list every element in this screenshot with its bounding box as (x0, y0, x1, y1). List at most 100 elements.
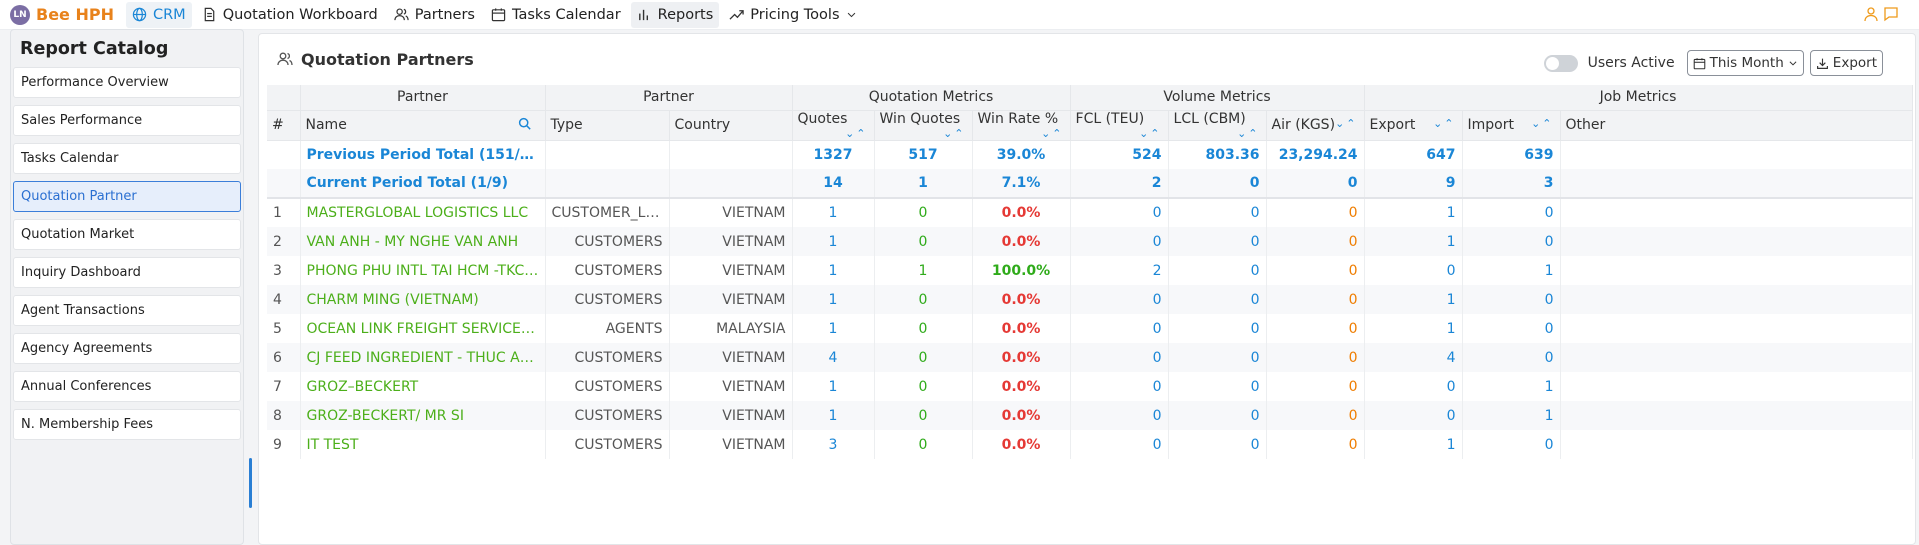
period-select[interactable]: This Month (1686, 50, 1804, 76)
sort-icon[interactable]: ⌄⌃ (1237, 126, 1260, 140)
cell-import: 0 (1462, 314, 1561, 343)
cell-name[interactable]: MASTERGLOBAL LOGISTICS LLC (300, 198, 546, 227)
cell-win-quotes: 1 (874, 256, 973, 285)
cell-win-rate: 0.0% (972, 372, 1071, 401)
table-row[interactable]: 8 GROZ-BECKERT/ MR SI CUSTOMERS VIETNAM 1 0 0.… (267, 401, 1913, 430)
sidebar-item-sales-performance[interactable]: Sales Performance (13, 105, 241, 136)
sidebar-item-membership-fees[interactable]: N. Membership Fees (13, 409, 241, 440)
search-icon[interactable] (518, 117, 531, 130)
cell-lcl: 0 (1168, 227, 1267, 256)
col-name[interactable]: Name (300, 110, 546, 141)
sidebar-item-agent-transactions[interactable]: Agent Transactions (13, 295, 241, 326)
summary-win-rate: 7.1% (972, 169, 1071, 199)
sidebar-item-quotation-market[interactable]: Quotation Market (13, 219, 241, 250)
cell-air: 0 (1266, 372, 1365, 401)
sidebar-item-tasks-calendar[interactable]: Tasks Calendar (13, 143, 241, 174)
brand[interactable]: LN Bee HPH (10, 4, 114, 25)
splitter-handle[interactable] (249, 458, 252, 508)
cell-name[interactable]: CHARM MING (VIETNAM) (300, 285, 546, 314)
nav-quotation-workboard[interactable]: Quotation Workboard (196, 2, 384, 28)
table-row[interactable]: 2 VAN ANH - MY NGHE VAN ANH CUSTOMERS VIETN… (267, 227, 1913, 256)
cell-type: CUSTOMERS (545, 372, 670, 401)
users-active-toggle[interactable] (1543, 54, 1578, 72)
sort-icon[interactable]: ⌄⌃ (845, 126, 868, 140)
table-row[interactable]: 4 CHARM MING (VIETNAM) CUSTOMERS VIETNAM 1 0 0… (267, 285, 1913, 314)
sort-icon[interactable]: ⌄⌃ (1139, 126, 1162, 140)
col-quotes[interactable]: Quotes ⌄⌃ (792, 110, 875, 141)
col-win-quotes[interactable]: Win Quotes ⌄⌃ (874, 110, 973, 141)
nav-pricing-tools[interactable]: Pricing Tools (723, 2, 862, 28)
sort-icon[interactable]: ⌄⌃ (943, 126, 966, 140)
cell-name[interactable]: OCEAN LINK FREIGHT SERVICES SDN BH... (300, 314, 546, 343)
cell-import: 0 (1462, 227, 1561, 256)
cell-export: 1 (1364, 198, 1463, 227)
cell-win-quotes: 0 (874, 372, 973, 401)
cell-fcl: 0 (1070, 430, 1169, 459)
cell-win-quotes: 0 (874, 198, 973, 227)
cell-name[interactable]: PHONG PHU INTL TAI HCM -TKC HP (300, 256, 546, 285)
table-row[interactable]: 7 GROZ–BECKERT CUSTOMERS VIETNAM 1 0 0.0% 0 0 0 0 1 (267, 372, 1913, 401)
group-header-partner: Partner (300, 85, 546, 111)
col-import[interactable]: Import ⌄⌃ (1462, 110, 1561, 141)
cell-fcl: 0 (1070, 227, 1169, 256)
cell-export: 4 (1364, 343, 1463, 372)
nav-partners[interactable]: Partners (388, 2, 481, 28)
col-fcl[interactable]: FCL (TEU) ⌄⌃ (1070, 110, 1169, 141)
cell-export: 0 (1364, 256, 1463, 285)
nav-partners-label: Partners (414, 6, 475, 23)
cell-other (1560, 343, 1913, 372)
table-row[interactable]: 6CJ FEED INGREDIENT - THUC AN CHAN ...CU… (267, 343, 1913, 372)
table-row[interactable]: 3 PHONG PHU INTL TAI HCM -TKC HP CUSTOMERS… (267, 256, 1913, 285)
panel-header: Quotation Partners Users Active This Mon… (259, 34, 1915, 84)
col-other[interactable]: Other (1560, 110, 1913, 141)
sidebar-item-inquiry-dashboard[interactable]: Inquiry Dashboard (13, 257, 241, 288)
cell-air: 0 (1266, 401, 1365, 430)
summary-label: Previous Period Total (151/525) (300, 140, 546, 169)
summary-air: 0 (1266, 169, 1365, 199)
sidebar-item-quotation-partner[interactable]: Quotation Partner (13, 181, 241, 212)
col-country[interactable]: Country (669, 110, 793, 141)
sort-icon[interactable]: ⌄⌃ (1531, 117, 1554, 130)
table-row[interactable]: 9 IT TEST CUSTOMERS VIETNAM 3 0 0.0% 0 0 0 1 0 (267, 430, 1913, 459)
col-type[interactable]: Type (545, 110, 670, 141)
cell-name[interactable]: CJ FEED INGREDIENT - THUC AN CHAN ... (300, 343, 546, 372)
summary-win-quotes: 1 (874, 169, 973, 199)
col-win-rate[interactable]: Win Rate % ⌄⌃ (972, 110, 1071, 141)
col-export[interactable]: Export ⌄⌃ (1364, 110, 1463, 141)
cell-name[interactable]: VAN ANH - MY NGHE VAN ANH (300, 227, 546, 256)
cell-win-quotes: 0 (874, 401, 973, 430)
cell-name[interactable]: GROZ-BECKERT/ MR SI (300, 401, 546, 430)
cell-other (1560, 256, 1913, 285)
col-lcl[interactable]: LCL (CBM) ⌄⌃ (1168, 110, 1267, 141)
summary-cell-other (1560, 169, 1913, 199)
nav-reports[interactable]: Reports (630, 1, 720, 28)
col-air[interactable]: Air (KGS) ⌄⌃ (1266, 110, 1365, 141)
cell-type: CUSTOMERS (545, 430, 670, 459)
chat-icon[interactable] (1883, 6, 1899, 22)
cell-name[interactable]: GROZ–BECKERT (300, 372, 546, 401)
cell-index: 1 (267, 198, 301, 227)
report-catalog-sidebar: Report Catalog Performance Overview Sale… (10, 29, 244, 545)
user-icon[interactable] (1863, 6, 1879, 22)
nav-crm[interactable]: CRM (125, 1, 192, 28)
cell-other (1560, 401, 1913, 430)
group-header-quotation-metrics: Quotation Metrics (792, 85, 1071, 111)
sidebar-item-performance-overview[interactable]: Performance Overview (13, 67, 241, 98)
sidebar-item-agency-agreements[interactable]: Agency Agreements (13, 333, 241, 364)
sort-icon[interactable]: ⌄⌃ (1041, 126, 1064, 140)
col-import-label: Import (1467, 117, 1514, 133)
sort-icon[interactable]: ⌄⌃ (1335, 117, 1358, 130)
cell-name[interactable]: IT TEST (300, 430, 546, 459)
document-icon (204, 7, 215, 22)
export-button[interactable]: Export (1809, 50, 1883, 76)
nav-tasks-calendar[interactable]: Tasks Calendar (485, 2, 627, 28)
top-navbar: LN Bee HPH CRM Quotation Workboard Partn… (0, 0, 1919, 30)
sort-icon[interactable]: ⌄⌃ (1433, 117, 1456, 130)
sidebar-item-annual-conferences[interactable]: Annual Conferences (13, 371, 241, 402)
cell-air: 0 (1266, 314, 1365, 343)
summary-win-quotes: 517 (874, 140, 973, 169)
cell-country: VIETNAM (669, 401, 793, 430)
table-row[interactable]: 1 MASTERGLOBAL LOGISTICS LLC CUSTOMER_LEAD… (267, 198, 1913, 227)
cell-win-rate: 0.0% (972, 227, 1071, 256)
